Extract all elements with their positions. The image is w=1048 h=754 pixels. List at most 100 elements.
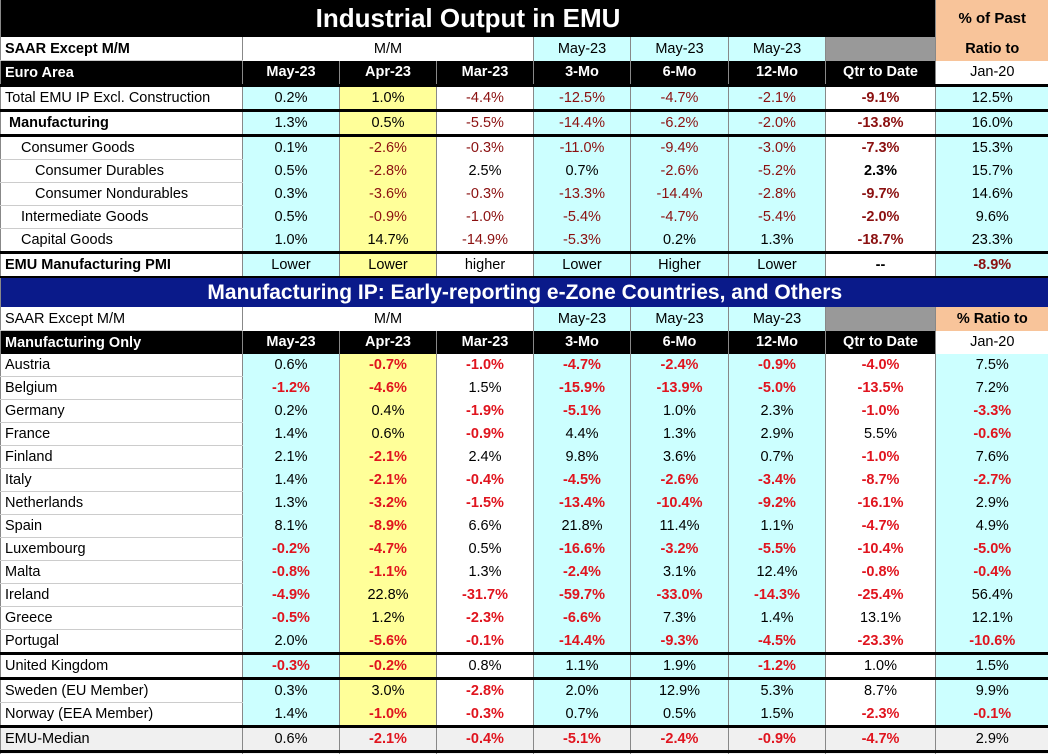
value-cell: -2.3%	[436, 606, 534, 630]
table-row: Malta -0.8% -1.1% 1.3% -2.4% 3.1% 12.4% -0.8% -0…	[0, 560, 1048, 584]
value-cell: -4.0%	[824, 354, 936, 377]
table-row: Consumer Goods 0.1% -2.6% -0.3% -11.0% -9.4% -…	[0, 134, 1048, 160]
row-label: Germany	[0, 399, 243, 423]
value-cell: -5.6%	[339, 629, 437, 654]
value-cell: 15.3%	[935, 134, 1048, 160]
value-cell: 2.5%	[436, 159, 534, 183]
section-title: Manufacturing IP: Early-reporting e-Zone…	[0, 276, 1048, 307]
value-cell: 2.9%	[935, 491, 1048, 515]
period-end-label: May-23	[728, 307, 826, 331]
value-cell: -8.7%	[824, 468, 936, 492]
value-cell: 14.7%	[339, 228, 437, 253]
value-cell: 4.4%	[533, 422, 631, 446]
value-cell: -12.5%	[533, 84, 631, 111]
table-row: Capital Goods 1.0% 14.7% -14.9% -5.3% 0.2% 1.3…	[0, 228, 1048, 253]
value-cell: 1.1%	[533, 652, 631, 679]
row-header-label: Euro Area	[0, 60, 243, 86]
period-end-label: May-23	[630, 307, 729, 331]
value-cell: -5.0%	[935, 537, 1048, 561]
value-cell: -3.4%	[728, 468, 826, 492]
row-label: Netherlands	[0, 491, 243, 515]
value-cell: -31.7%	[436, 583, 534, 607]
row-label: EMU-Median	[0, 725, 243, 752]
value-cell: -13.5%	[824, 376, 936, 400]
row-label: Belgium	[0, 376, 243, 400]
value-cell: Lower	[242, 251, 340, 277]
value-cell: -5.5%	[436, 109, 534, 136]
value-cell: -9.7%	[824, 182, 936, 206]
table-row: Italy 1.4% -2.1% -0.4% -4.5% -2.6% -3.4% -8.7% -…	[0, 468, 1048, 492]
column-header: Mar-23	[436, 330, 534, 354]
row-label: Finland	[0, 445, 243, 469]
table-row: Consumer Nondurables 0.3% -3.6% -0.3% -13.3%…	[0, 182, 1048, 206]
row-label: EMU Manufacturing PMI	[0, 251, 243, 278]
value-cell: -1.2%	[242, 376, 340, 400]
value-cell: 1.4%	[242, 468, 340, 492]
value-cell: -3.0%	[728, 134, 826, 160]
value-cell: -18.7%	[824, 228, 936, 253]
value-cell: -0.3%	[242, 652, 340, 679]
value-cell: 4.9%	[935, 514, 1048, 538]
period-end-label: May-23	[533, 37, 631, 61]
value-cell: -6.6%	[533, 606, 631, 630]
row-label: Sweden (EU Member)	[0, 677, 243, 703]
value-cell: -3.3%	[935, 399, 1048, 423]
value-cell: -5.2%	[728, 159, 826, 183]
column-header: Apr-23	[339, 330, 437, 354]
value-cell: 7.5%	[935, 354, 1048, 377]
column-header: 6-Mo	[630, 330, 729, 354]
period-end-label: May-23	[630, 37, 729, 61]
value-cell: -5.0%	[728, 376, 826, 400]
value-cell: Higher	[630, 251, 729, 277]
table-row: Germany 0.2% 0.4% -1.9% -5.1% 1.0% 2.3% -1.0% -3…	[0, 399, 1048, 423]
top-title-row: Industrial Output in EMU% of Past	[0, 0, 1048, 37]
table-row: Spain 8.1% -8.9% 6.6% 21.8% 11.4% 1.1% -4.7% 4.9…	[0, 514, 1048, 538]
value-cell: -2.6%	[630, 468, 729, 492]
value-cell: -10.4%	[630, 491, 729, 515]
value-cell: 5.3%	[728, 677, 826, 703]
value-cell: 30.8%	[436, 750, 534, 754]
value-cell: 1.3%	[242, 491, 340, 515]
value-cell: -10.6%	[935, 629, 1048, 654]
top-subheader-row: SAAR Except M/M M/M May-23 May-23 May-23 Rati…	[0, 37, 1048, 61]
table-row: Netherlands 1.3% -3.2% -1.5% -13.4% -10.4% -9.…	[0, 491, 1048, 515]
value-cell: 2.3%	[728, 399, 826, 423]
value-cell: -7.3%	[824, 134, 936, 160]
table-row: Luxembourg -0.2% -4.7% 0.5% -16.6% -3.2% -5.5%…	[0, 537, 1048, 561]
value-cell: -4.7%	[630, 84, 729, 111]
value-cell: 15.7%	[935, 159, 1048, 183]
value-cell: -9.4%	[630, 134, 729, 160]
blank-cell	[824, 37, 936, 61]
row-label: Portugal	[0, 629, 243, 654]
value-cell: 0.7%	[728, 445, 826, 469]
value-cell: -3.2%	[630, 537, 729, 561]
value-cell: 0.2%	[242, 399, 340, 423]
table-row: France 1.4% 0.6% -0.9% 4.4% 1.3% 2.9% 5.5% -0.6%	[0, 422, 1048, 446]
value-cell: -5.5%	[728, 537, 826, 561]
value-cell: -1.1%	[339, 560, 437, 584]
value-cell: -5.1%	[533, 725, 631, 752]
value-cell: -9.2%	[728, 491, 826, 515]
value-cell: -9.1%	[824, 84, 936, 111]
value-cell: -0.8%	[824, 560, 936, 584]
row-label: Malta	[0, 560, 243, 584]
value-cell: -5.1%	[533, 399, 631, 423]
column-header: 3-Mo	[533, 60, 631, 86]
value-cell: -14.4%	[533, 109, 631, 136]
value-cell: -0.3%	[436, 134, 534, 160]
value-cell: -0.4%	[436, 725, 534, 752]
value-cell: -0.9%	[339, 205, 437, 229]
value-cell: -1.0%	[824, 445, 936, 469]
value-cell: -15.9%	[533, 376, 631, 400]
value-cell: 3.6%	[630, 445, 729, 469]
value-cell: -4.4%	[436, 84, 534, 111]
value-cell: -0.9%	[728, 725, 826, 752]
value-cell: 0.5%	[436, 537, 534, 561]
value-cell: -1.2%	[728, 652, 826, 679]
value-cell: -2.0%	[824, 205, 936, 229]
table-row: EMU-Median 0.6% -2.1% -0.4% -5.1% -2.4% -0.9% -…	[0, 725, 1048, 752]
value-cell: 1.1%	[728, 514, 826, 538]
value-cell: -3.6%	[339, 182, 437, 206]
subheader-label: SAAR Except M/M	[0, 37, 243, 61]
